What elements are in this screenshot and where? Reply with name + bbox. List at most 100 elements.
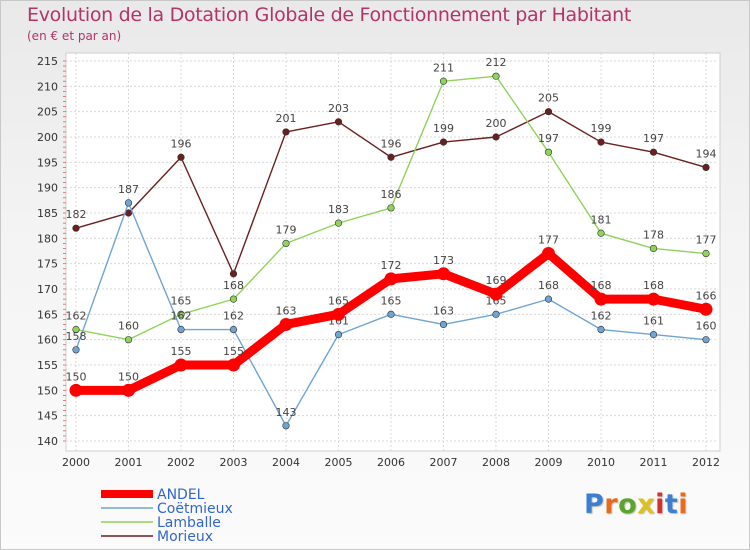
logo-letter: r [604, 489, 619, 520]
data-point-andel [174, 358, 188, 372]
data-point-andel [279, 317, 293, 331]
data-point-cotmieux [72, 346, 80, 354]
data-label-lamballe: 162 [66, 310, 87, 323]
data-label-andel: 166 [696, 289, 717, 302]
data-point-andel [384, 272, 398, 286]
y-tick-label: 180 [37, 232, 58, 245]
data-point-morieux [72, 224, 80, 232]
x-tick-label: 2003 [220, 456, 248, 469]
data-label-andel: 168 [591, 279, 612, 292]
data-point-cotmieux [702, 336, 710, 344]
data-point-lamballe [124, 336, 133, 344]
data-point-lamballe [702, 249, 710, 258]
y-tick-label: 160 [37, 334, 58, 347]
logo-letter: i [655, 489, 665, 520]
x-tick-label: 2011 [640, 456, 668, 469]
logo-letter: t [664, 489, 679, 520]
data-label-andel: 172 [381, 259, 402, 272]
proxiti-logo: Proxiti [584, 489, 688, 520]
data-label-lamballe: 183 [328, 203, 349, 216]
data-label-lamballe: 177 [696, 234, 717, 247]
data-point-lamballe [544, 148, 553, 156]
data-point-andel [437, 267, 450, 281]
logo-letter: x [637, 489, 656, 520]
x-tick-label: 2001 [115, 456, 143, 469]
data-point-andel [699, 302, 713, 316]
y-tick-label: 175 [37, 258, 58, 271]
data-point-cotmieux [649, 331, 658, 339]
x-tick-label: 2005 [325, 456, 353, 469]
legend-label: ANDEL [157, 487, 205, 503]
data-point-morieux [597, 138, 605, 146]
data-point-morieux [702, 163, 710, 171]
data-label-andel: 165 [328, 294, 349, 307]
data-label-lamballe: 181 [591, 213, 612, 226]
y-tick-label: 170 [37, 283, 58, 296]
data-label-andel: 177 [538, 234, 559, 247]
y-tick-label: 165 [37, 308, 58, 321]
y-tick-label: 205 [37, 106, 58, 119]
data-point-cotmieux [597, 325, 605, 334]
data-point-morieux [229, 270, 238, 278]
legend-label: Coëtmieux [157, 501, 233, 517]
data-point-andel [332, 307, 345, 321]
x-tick-label: 2006 [377, 456, 405, 469]
data-label-lamballe: 179 [276, 223, 297, 236]
data-point-cotmieux [492, 310, 500, 318]
data-point-andel [227, 358, 240, 372]
data-point-lamballe [72, 325, 80, 334]
data-point-morieux [334, 118, 343, 126]
data-point-cotmieux [439, 320, 448, 329]
y-tick-label: 145 [37, 410, 58, 423]
data-point-cotmieux [124, 199, 133, 207]
data-label-cotmieux: 162 [591, 310, 612, 323]
x-tick-label: 2009 [535, 456, 563, 469]
data-point-lamballe [282, 239, 290, 247]
data-point-cotmieux [229, 325, 238, 334]
x-tick-label: 2010 [587, 456, 615, 469]
data-label-lamballe: 165 [171, 294, 192, 307]
data-label-cotmieux: 162 [223, 310, 244, 323]
data-label-andel: 163 [276, 304, 297, 317]
data-label-cotmieux: 160 [696, 320, 717, 333]
logo-letter: o [618, 489, 638, 520]
x-tick-label: 2008 [482, 456, 510, 469]
data-label-cotmieux: 161 [643, 315, 664, 328]
data-label-andel: 155 [171, 345, 192, 358]
data-label-morieux: 199 [433, 122, 454, 135]
y-tick-label: 150 [37, 384, 58, 397]
data-label-morieux: 201 [276, 112, 297, 125]
chart-title: Evolution de la Dotation Globale de Fonc… [27, 4, 632, 26]
data-label-cotmieux: 158 [66, 330, 87, 343]
x-tick-label: 2007 [430, 456, 458, 469]
data-point-morieux [282, 128, 290, 136]
y-tick-label: 210 [37, 80, 58, 93]
y-tick-label: 140 [37, 435, 58, 448]
data-point-andel [69, 383, 83, 397]
legend-label: Lamballe [157, 515, 221, 531]
data-point-andel [647, 292, 660, 306]
data-point-morieux [492, 133, 500, 141]
data-point-lamballe [439, 77, 448, 85]
data-point-cotmieux [544, 295, 553, 303]
data-point-cotmieux [334, 331, 343, 339]
data-point-lamballe [492, 72, 500, 80]
data-label-morieux: 194 [696, 147, 717, 160]
logo-letter: P [584, 489, 605, 520]
data-point-cotmieux [177, 325, 185, 334]
data-label-cotmieux: 163 [433, 304, 454, 317]
data-label-morieux: 205 [538, 92, 559, 105]
data-point-andel [594, 292, 608, 306]
data-label-andel: 169 [486, 274, 507, 287]
data-label-morieux: 196 [381, 137, 402, 150]
data-label-cotmieux: 187 [118, 183, 139, 196]
data-label-andel: 168 [643, 279, 664, 292]
data-point-andel [542, 247, 555, 261]
data-point-morieux [177, 153, 185, 161]
legend-label: Morieux [157, 529, 213, 545]
data-label-cotmieux: 162 [171, 310, 192, 323]
data-point-morieux [649, 148, 658, 156]
data-label-morieux: 196 [171, 137, 192, 150]
